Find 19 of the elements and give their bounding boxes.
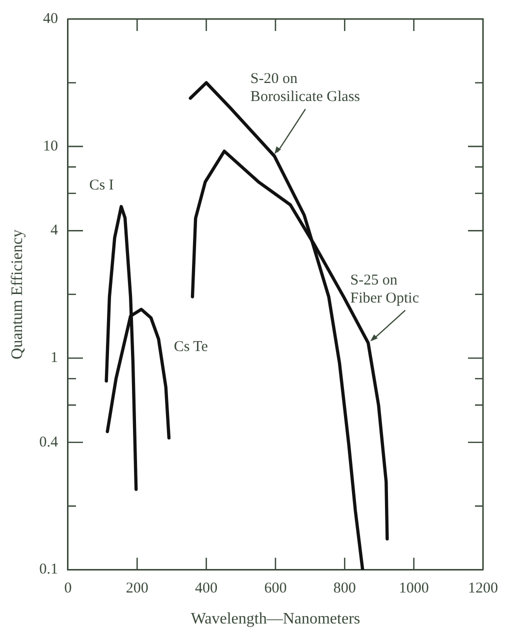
y-tick-label: 10 <box>42 138 58 154</box>
x-tick-label: 1200 <box>468 580 498 597</box>
y-tick-label: 0.4 <box>39 434 58 450</box>
x-axis-title: Wavelength—Nanometers <box>190 610 360 628</box>
x-tick-label: 200 <box>126 580 148 597</box>
annotation: S-25 on Fiber Optic <box>350 272 420 306</box>
annotation: S-20 on Borosilicate Glass <box>250 71 360 106</box>
y-tick-label: 4 <box>50 222 58 239</box>
y-tick-label: 1 <box>50 350 58 366</box>
y-tick-label: 40 <box>42 10 58 27</box>
x-tick-label: 600 <box>264 580 287 597</box>
y-axis-title: Quantum Efficiency <box>8 229 26 360</box>
x-tick-label: 0 <box>64 580 72 597</box>
annotation: Cs I <box>89 177 114 194</box>
annotation: Cs Te <box>174 338 208 355</box>
x-tick-label: 1000 <box>398 580 429 597</box>
x-tick-label: 800 <box>333 580 356 597</box>
y-tick-label: 0.1 <box>39 562 58 578</box>
x-tick-label: 400 <box>195 580 218 597</box>
